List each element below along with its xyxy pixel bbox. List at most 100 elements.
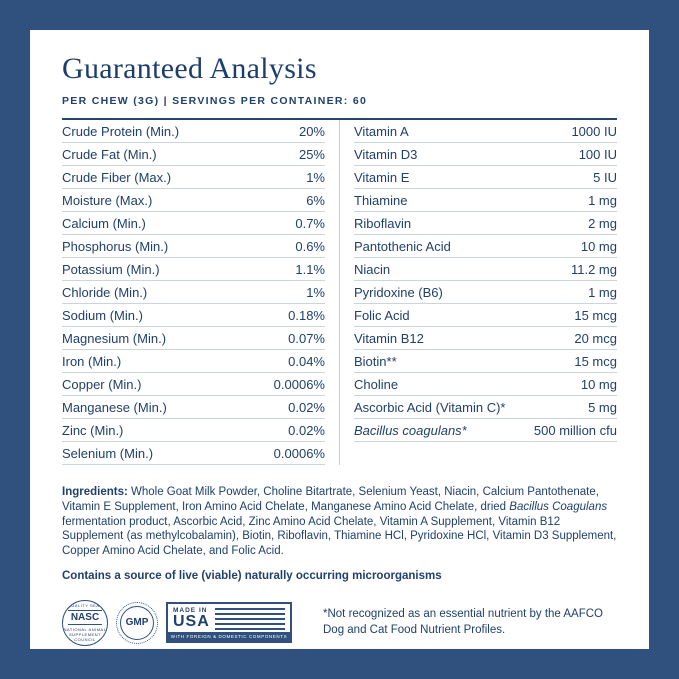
nutrient-value: 0.6%	[295, 238, 325, 254]
nutrient-label: Bacillus coagulans*	[354, 422, 467, 438]
nutrient-label: Vitamin B12	[354, 330, 424, 346]
nutrient-label: Crude Fat (Min.)	[62, 146, 157, 162]
analysis-row: Biotin** 15 mcg	[354, 350, 617, 373]
analysis-row: Copper (Min.) 0.0006%	[62, 373, 325, 396]
nutrient-label: Chloride (Min.)	[62, 284, 148, 300]
certification-badges: QUALITY SEAL NASC NATIONAL ANIMAL SUPPLE…	[62, 599, 292, 646]
nutrient-value: 1.1%	[295, 261, 325, 277]
nutrient-label: Biotin**	[354, 353, 397, 369]
ingredients-heading: Ingredients:	[62, 486, 128, 498]
analysis-row: Iron (Min.) 0.04%	[62, 350, 325, 373]
nutrient-label: Sodium (Min.)	[62, 307, 143, 323]
nutrient-label: Thiamine	[354, 192, 408, 208]
nutrient-value: 0.04%	[288, 353, 325, 369]
ingredients-text-1: Whole Goat Milk Powder, Choline Bitartra…	[62, 486, 599, 513]
analysis-row: Chloride (Min.) 1%	[62, 281, 325, 304]
label-sheet: Guaranteed Analysis PER CHEW (3G) | SERV…	[30, 30, 649, 649]
gmp-seal-text: GMP	[120, 605, 154, 640]
ingredients-text-italic: Bacillus Coagulans	[509, 500, 608, 513]
nutrient-value: 15 mcg	[574, 307, 617, 323]
nutrient-value: 10 mg	[580, 238, 617, 254]
usa-label: USA	[173, 613, 210, 631]
nutrient-value: 2 mg	[588, 215, 617, 231]
analysis-left-column: Crude Protein (Min.) 20% Crude Fat (Min.)…	[62, 120, 339, 465]
nutrient-value: 5 IU	[593, 169, 617, 185]
analysis-row: Choline 10 mg	[354, 373, 617, 396]
analysis-row: Manganese (Min.) 0.02%	[62, 396, 325, 419]
analysis-row: Vitamin A 1000 IU	[354, 120, 617, 143]
made-in-usa-badge: MADE IN USA WITH FOREIGN & DOMESTIC COMP…	[166, 602, 292, 644]
analysis-row: Sodium (Min.) 0.18%	[62, 304, 325, 327]
nasc-seal-bottom-text: NATIONAL ANIMAL SUPPLEMENT COUNCIL	[63, 627, 107, 643]
nutrient-label: Riboflavin	[354, 215, 412, 231]
nutrient-value: 0.0006%	[273, 445, 325, 461]
nutrient-label: Ascorbic Acid (Vitamin C)*	[354, 399, 506, 415]
usa-components-strip: WITH FOREIGN & DOMESTIC COMPONENTS	[168, 632, 290, 642]
nutrient-value: 0.7%	[295, 215, 325, 231]
nutrient-label: Zinc (Min.)	[62, 422, 124, 438]
gmp-seal: GMP	[116, 601, 158, 644]
nutrient-label: Niacin	[354, 261, 391, 277]
nasc-quality-seal: QUALITY SEAL NASC NATIONAL ANIMAL SUPPLE…	[62, 599, 108, 646]
analysis-row: Magnesium (Min.) 0.07%	[62, 327, 325, 350]
analysis-row: Phosphorus (Min.) 0.6%	[62, 235, 325, 258]
nutrient-label: Copper (Min.)	[62, 376, 142, 392]
nutrient-label: Potassium (Min.)	[62, 261, 160, 277]
nutrient-value: 1 mg	[588, 192, 617, 208]
bottom-row: QUALITY SEAL NASC NATIONAL ANIMAL SUPPLE…	[62, 599, 617, 646]
nutrient-value: 100 IU	[578, 146, 617, 162]
nutrient-value: 1000 IU	[571, 123, 617, 139]
nutrient-label: Selenium (Min.)	[62, 445, 154, 461]
analysis-row: Crude Fat (Min.) 25%	[62, 143, 325, 166]
nutrient-value: 20%	[298, 123, 325, 139]
nutrient-label: Calcium (Min.)	[62, 215, 146, 231]
nutrient-label: Phosphorus (Min.)	[62, 238, 169, 254]
analysis-row: Vitamin B12 20 mcg	[354, 327, 617, 350]
analysis-row: Folic Acid 15 mcg	[354, 304, 617, 327]
made-in-label: MADE IN	[173, 607, 208, 615]
nutrient-value: 0.07%	[288, 330, 325, 346]
nutrient-value: 0.02%	[288, 422, 325, 438]
nutrient-value: 1 mg	[588, 284, 617, 300]
analysis-row: Potassium (Min.) 1.1%	[62, 258, 325, 281]
analysis-table: Crude Protein (Min.) 20% Crude Fat (Min.)…	[62, 118, 617, 465]
page-title: Guaranteed Analysis	[62, 52, 317, 85]
analysis-right-column: Vitamin A 1000 IU Vitamin D3 100 IU Vitami…	[339, 120, 617, 465]
nasc-seal-center-text: NASC	[67, 610, 103, 626]
analysis-row: Pyridoxine (B6) 1 mg	[354, 281, 617, 304]
nutrient-label: Vitamin E	[354, 169, 410, 185]
ingredients-paragraph: Ingredients: Whole Goat Milk Powder, Cho…	[62, 485, 617, 559]
analysis-row: Pantothenic Acid 10 mg	[354, 235, 617, 258]
made-in-usa-words: MADE IN USA	[173, 607, 210, 630]
nutrient-label: Crude Protein (Min.)	[62, 123, 180, 139]
nutrient-label: Iron (Min.)	[62, 353, 122, 369]
analysis-row: Bacillus coagulans* 500 million cfu	[354, 419, 617, 442]
nutrient-value: 0.0006%	[273, 376, 325, 392]
nutrient-value: 5 mg	[588, 399, 617, 415]
nutrient-value: 20 mcg	[574, 330, 617, 346]
nutrient-value: 6%	[306, 192, 325, 208]
nutrient-label: Crude Fiber (Max.)	[62, 169, 172, 185]
nutrient-label: Pantothenic Acid	[354, 238, 451, 254]
nutrient-label: Vitamin D3	[354, 146, 418, 162]
nutrient-label: Moisture (Max.)	[62, 192, 153, 208]
nutrient-value: 1%	[306, 169, 325, 185]
analysis-row: Moisture (Max.) 6%	[62, 189, 325, 212]
nutrient-value: 25%	[298, 146, 325, 162]
analysis-row: Zinc (Min.) 0.02%	[62, 419, 325, 442]
analysis-row: Vitamin D3 100 IU	[354, 143, 617, 166]
flag-stripes-icon	[214, 607, 285, 630]
analysis-row: Thiamine 1 mg	[354, 189, 617, 212]
nutrient-label: Folic Acid	[354, 307, 410, 323]
nasc-seal-top-text: QUALITY SEAL	[67, 603, 103, 609]
nutrient-label: Choline	[354, 376, 399, 392]
ingredients-text-2: fermentation product, Ascorbic Acid, Zin…	[62, 515, 617, 558]
nutrient-value: 11.2 mg	[570, 261, 617, 277]
analysis-row: Crude Fiber (Max.) 1%	[62, 166, 325, 189]
analysis-row: Crude Protein (Min.) 20%	[62, 120, 325, 143]
nutrient-label: Vitamin A	[354, 123, 409, 139]
nutrient-label: Manganese (Min.)	[62, 399, 167, 415]
nutrient-value: 0.02%	[288, 399, 325, 415]
nutrient-value: 0.18%	[288, 307, 325, 323]
analysis-row: Vitamin E 5 IU	[354, 166, 617, 189]
